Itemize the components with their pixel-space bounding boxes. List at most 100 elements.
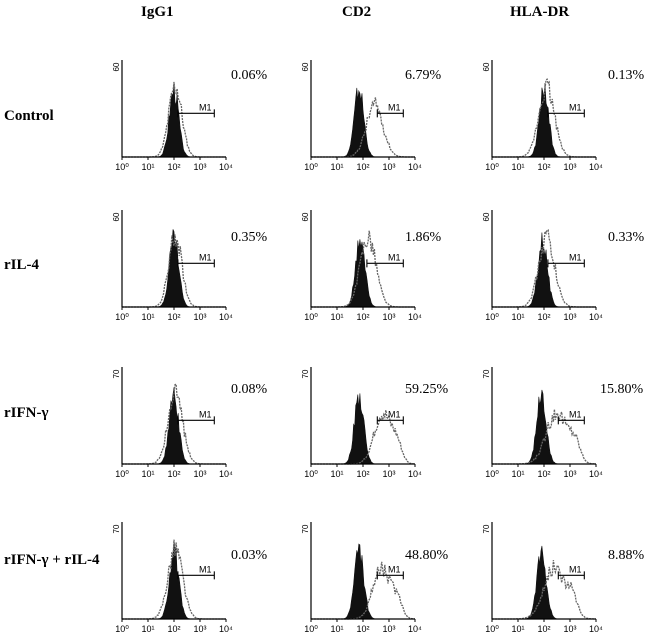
x-tick-label: 10¹	[141, 312, 154, 322]
filled-histogram	[122, 82, 226, 158]
histogram-panel: 70 10⁰ 10¹ 10² 10³ 10⁴ M1	[112, 367, 233, 479]
open-histogram	[311, 97, 415, 158]
open-histogram	[311, 561, 415, 620]
percent-label: 6.79%	[405, 68, 442, 83]
x-tick-label: 10¹	[330, 624, 343, 634]
x-tick-label: 10³	[193, 162, 206, 172]
x-tick-label: 10³	[193, 312, 206, 322]
gate-label: M1	[388, 564, 401, 574]
x-tick-label: 10¹	[511, 312, 524, 322]
percent-label: 15.80%	[600, 382, 644, 397]
column-header-hla-dr: HLA-DR	[510, 4, 570, 20]
percent-label: 0.13%	[608, 68, 645, 83]
x-tick-label: 10⁰	[115, 624, 129, 634]
y-max-label: 60	[301, 212, 310, 221]
row-header-rifng: rIFN-γ	[4, 405, 49, 421]
x-tick-label: 10²	[537, 469, 550, 479]
x-tick-label: 10⁴	[219, 162, 233, 172]
percent-label: 1.86%	[405, 230, 442, 245]
gate-label: M1	[199, 564, 212, 574]
x-tick-label: 10¹	[330, 469, 343, 479]
y-max-label: 60	[112, 62, 121, 71]
x-tick-label: 10³	[193, 469, 206, 479]
open-histogram	[122, 539, 226, 620]
x-tick-label: 10³	[382, 312, 395, 322]
filled-histogram	[122, 540, 226, 620]
x-tick-label: 10²	[537, 312, 550, 322]
percent-label: 59.25%	[405, 382, 449, 397]
x-tick-label: 10³	[382, 469, 395, 479]
x-tick-label: 10¹	[141, 469, 154, 479]
histogram-panel: 70 10⁰ 10¹ 10² 10³ 10⁴ M1	[112, 522, 233, 634]
filled-histogram	[122, 387, 226, 465]
histogram-panel: 70 10⁰ 10¹ 10² 10³ 10⁴ M1	[482, 367, 603, 479]
x-tick-label: 10²	[167, 162, 180, 172]
histogram-panel: 60 10⁰ 10¹ 10² 10³ 10⁴ M1	[112, 210, 233, 322]
histogram-panel: 60 10⁰ 10¹ 10² 10³ 10⁴ M1	[301, 60, 422, 172]
percent-label: 0.35%	[231, 230, 268, 245]
x-tick-label: 10²	[167, 624, 180, 634]
y-max-label: 60	[482, 212, 491, 221]
x-tick-label: 10²	[356, 162, 369, 172]
x-tick-label: 10³	[563, 469, 576, 479]
gate-label: M1	[569, 564, 582, 574]
histogram-panel: 60 10⁰ 10¹ 10² 10³ 10⁴ M1	[301, 210, 422, 322]
x-tick-label: 10¹	[141, 624, 154, 634]
x-tick-label: 10⁰	[304, 624, 318, 634]
percent-label: 0.08%	[231, 382, 268, 397]
column-header-cd2: CD2	[342, 4, 372, 20]
filled-histogram	[311, 87, 415, 158]
percent-label: 0.33%	[608, 230, 645, 245]
filled-histogram	[311, 543, 415, 620]
x-tick-label: 10⁰	[115, 469, 129, 479]
histogram-panel: 60 10⁰ 10¹ 10² 10³ 10⁴ M1	[482, 60, 603, 172]
column-header-igg1: IgG1	[141, 4, 174, 20]
gate-label: M1	[569, 409, 582, 419]
x-tick-label: 10³	[563, 624, 576, 634]
x-tick-label: 10⁴	[219, 469, 233, 479]
x-tick-label: 10⁰	[485, 624, 499, 634]
gate-label: M1	[569, 252, 582, 262]
y-max-label: 60	[112, 212, 121, 221]
x-tick-label: 10⁰	[485, 162, 499, 172]
gate-label: M1	[199, 252, 212, 262]
x-tick-label: 10⁴	[219, 312, 233, 322]
x-tick-label: 10⁴	[219, 624, 233, 634]
x-tick-label: 10¹	[511, 162, 524, 172]
y-max-label: 70	[112, 524, 121, 533]
x-tick-label: 10⁴	[408, 312, 422, 322]
histogram-panel: 70 10⁰ 10¹ 10² 10³ 10⁴ M1	[301, 522, 422, 634]
x-tick-label: 10²	[537, 162, 550, 172]
x-tick-label: 10⁴	[589, 312, 603, 322]
histogram-panel: 60 10⁰ 10¹ 10² 10³ 10⁴ M1	[482, 210, 603, 322]
gate-label: M1	[388, 102, 401, 112]
histogram-panel: 70 10⁰ 10¹ 10² 10³ 10⁴ M1	[301, 367, 422, 479]
gate-label: M1	[569, 102, 582, 112]
open-histogram	[492, 409, 597, 465]
x-tick-label: 10⁰	[115, 312, 129, 322]
x-tick-label: 10³	[382, 624, 395, 634]
percent-label: 0.06%	[231, 68, 268, 83]
open-histogram	[492, 560, 596, 620]
gate-label: M1	[388, 252, 401, 262]
y-max-label: 70	[112, 369, 121, 378]
x-tick-label: 10²	[167, 469, 180, 479]
x-tick-label: 10¹	[141, 162, 154, 172]
row-header-control: Control	[4, 108, 54, 124]
gate-label: M1	[388, 409, 401, 419]
x-tick-label: 10⁰	[304, 469, 318, 479]
x-tick-label: 10⁰	[485, 312, 499, 322]
open-histogram	[311, 409, 415, 465]
y-max-label: 70	[301, 369, 310, 378]
gate-label: M1	[199, 409, 212, 419]
x-tick-label: 10³	[563, 312, 576, 322]
percent-label: 48.80%	[405, 548, 449, 563]
x-tick-label: 10⁰	[304, 162, 318, 172]
y-max-label: 70	[482, 369, 491, 378]
x-tick-label: 10⁰	[485, 469, 499, 479]
x-tick-label: 10⁴	[589, 624, 603, 634]
filled-histogram	[311, 393, 415, 465]
x-tick-label: 10²	[167, 312, 180, 322]
gate-label: M1	[199, 102, 212, 112]
